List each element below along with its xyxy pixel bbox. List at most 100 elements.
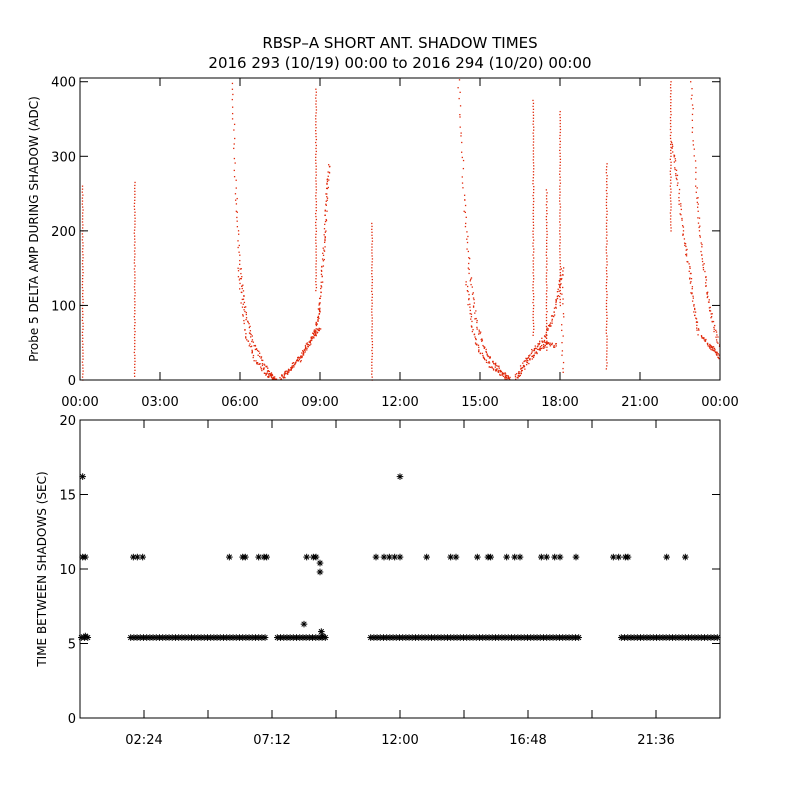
- data-point: [472, 297, 475, 299]
- data-point: [325, 193, 327, 195]
- data-point: [669, 170, 671, 172]
- data-point: [710, 348, 712, 351]
- top-scatter-points: [81, 79, 721, 381]
- data-point: [550, 325, 552, 327]
- data-point: [481, 339, 484, 341]
- data-point: [323, 241, 326, 243]
- data-point: [315, 100, 317, 102]
- data-point: [669, 194, 672, 196]
- data-point: [325, 187, 328, 190]
- data-point: [670, 176, 672, 178]
- data-point: [310, 338, 312, 340]
- data-point: [371, 281, 373, 284]
- data-point: [559, 230, 561, 232]
- data-point: [531, 355, 534, 358]
- data-point: [245, 317, 248, 319]
- data-point: [505, 376, 507, 378]
- data-point: [134, 184, 136, 187]
- data-point: [253, 345, 255, 347]
- data-point: [81, 197, 84, 199]
- data-point: [508, 378, 510, 380]
- data-point: [555, 299, 557, 302]
- x-tick-label: 06:00: [221, 395, 258, 410]
- data-point: [529, 357, 531, 360]
- data-point: [696, 206, 699, 208]
- data-point: [716, 334, 718, 336]
- data-point: [670, 119, 672, 122]
- data-point: [234, 193, 237, 195]
- data-point: [471, 293, 474, 295]
- data-point: [315, 141, 317, 144]
- data-point: [499, 371, 501, 373]
- data-point: [81, 200, 84, 202]
- data-point: [559, 251, 561, 253]
- data-point: [606, 320, 608, 322]
- data-point: [315, 257, 317, 259]
- data-point: [521, 367, 524, 369]
- data-point: [482, 344, 484, 347]
- data-point: [705, 276, 707, 278]
- data-point: [133, 250, 136, 252]
- data-point: [710, 345, 712, 347]
- data-point: [670, 131, 672, 134]
- data-point: [544, 346, 546, 348]
- data-point: [82, 206, 84, 208]
- data-point: [314, 333, 317, 335]
- data-point: [559, 161, 561, 163]
- data-point: [682, 230, 685, 232]
- data-point: [559, 266, 562, 268]
- y-tick-label: 5: [68, 638, 76, 653]
- data-point: [533, 355, 535, 357]
- data-point: [300, 359, 302, 362]
- data-point: [325, 230, 327, 232]
- data-point: [520, 371, 522, 373]
- data-point: [526, 361, 529, 364]
- data-point: [681, 225, 684, 227]
- data-point: [233, 129, 235, 131]
- data-point: [298, 357, 300, 359]
- data-point: [250, 336, 252, 338]
- data-point: [702, 264, 704, 266]
- data-point: [561, 354, 563, 356]
- data-point: [562, 313, 565, 315]
- data-point: [688, 270, 690, 272]
- data-point: [701, 243, 703, 246]
- data-point: [319, 311, 321, 313]
- data-point: [82, 292, 84, 295]
- data-point: [252, 356, 254, 359]
- data-point: [322, 252, 324, 254]
- data-point: [681, 219, 683, 221]
- data-point: [672, 145, 674, 147]
- data-point: [326, 187, 329, 190]
- data-point: [471, 330, 474, 333]
- data-point: [543, 339, 546, 342]
- data-point: [458, 97, 460, 100]
- data-point: [523, 365, 526, 368]
- data-point: [318, 308, 321, 310]
- data-point: [323, 228, 326, 230]
- data-point: [559, 191, 561, 193]
- data-point: [669, 122, 672, 125]
- data-point: [697, 334, 699, 336]
- data-point: [82, 355, 84, 357]
- data-point: [239, 263, 241, 266]
- data-point: [532, 275, 535, 277]
- data-point: [711, 346, 714, 349]
- data-point: [670, 224, 672, 226]
- data-point: [532, 224, 535, 226]
- data-point: [718, 357, 720, 360]
- data-point: [705, 276, 707, 279]
- data-point: [695, 167, 697, 169]
- data-point: [707, 295, 709, 298]
- data-point: [464, 204, 467, 207]
- data-point: [504, 376, 506, 379]
- data-point: [467, 250, 469, 253]
- data-point: [670, 209, 672, 211]
- data-point: [699, 225, 701, 227]
- data-point: [532, 331, 534, 333]
- data-point: [561, 341, 563, 344]
- data-point: [328, 164, 330, 166]
- data-point: [509, 378, 511, 381]
- data-point: [503, 553, 510, 561]
- data-point: [243, 301, 246, 304]
